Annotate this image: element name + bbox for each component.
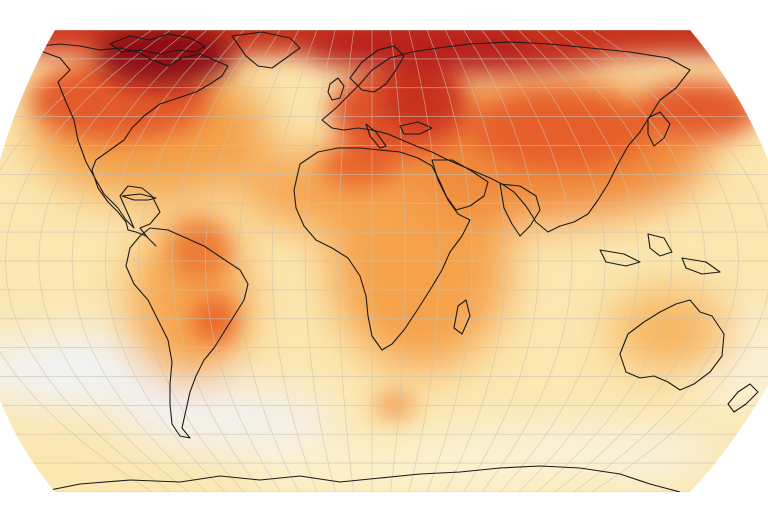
coastline-eurasia: [321, 41, 691, 233]
graticule-meridian: [171, 30, 263, 492]
graticule-meridian: [104, 30, 226, 492]
graticule-meridian: [4, 30, 171, 492]
coastline-south-america: [125, 227, 249, 439]
graticule-meridian: [389, 30, 406, 492]
coastline-madagascar: [453, 299, 471, 335]
coastline-africa: [293, 147, 471, 351]
coastlines: [19, 31, 759, 492]
coastline-greenland: [231, 31, 301, 69]
coastline-great-britain: [327, 77, 345, 101]
graticule-meridian: [138, 30, 244, 492]
graticule-meridian: [408, 30, 440, 492]
coastline-arabia: [431, 159, 489, 211]
graticule-meridian: [573, 30, 740, 492]
graticule-meridian: [481, 30, 573, 492]
coastline-new-zealand: [727, 383, 759, 413]
graticule-meridian: [555, 30, 706, 492]
coastline-southeast-asia-islands: [599, 233, 721, 275]
graticule-meridian: [591, 30, 768, 492]
graticule-meridian: [271, 30, 318, 492]
coastline-japan: [647, 111, 671, 147]
graticule-meridian: [463, 30, 540, 492]
coastline-australia: [619, 299, 725, 391]
graticule-meridian: [71, 30, 208, 492]
coastline-india: [499, 183, 541, 237]
coastline-antarctica: [39, 465, 681, 492]
graticule-meridian: [338, 30, 355, 492]
coastline-arctic-islands: [109, 33, 206, 55]
graticule: [0, 30, 768, 492]
graticule-meridian: [444, 30, 506, 492]
graticule-meridian: [304, 30, 336, 492]
coastline-cuba: [121, 193, 157, 201]
coastline-black-sea: [399, 121, 433, 135]
graticule-meridian: [536, 30, 673, 492]
coastline-north-america: [19, 43, 229, 247]
graticule-meridian: [204, 30, 281, 492]
graticule-meridian: [38, 30, 189, 492]
graticule-meridian: [0, 30, 153, 492]
graticule-meridian: [238, 30, 300, 492]
graticule-meridian: [426, 30, 473, 492]
coastline-scandinavia: [349, 45, 405, 93]
coastline-italy: [365, 123, 387, 149]
